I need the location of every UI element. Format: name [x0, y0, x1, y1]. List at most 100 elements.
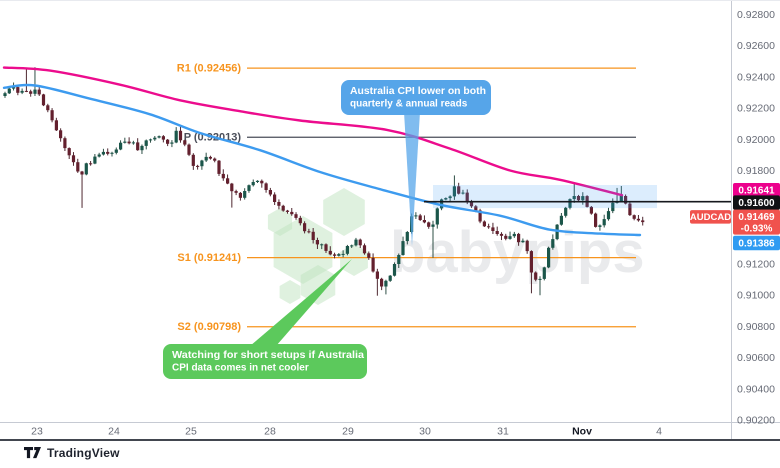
time-tick-label: 31: [497, 426, 509, 438]
callout-annotations[interactable]: Australia CPI lower on both quarterly & a…: [163, 80, 491, 379]
candle-body: [148, 139, 153, 141]
last-tag-value: 0.91469: [738, 212, 775, 223]
callout-bubble: [341, 80, 491, 115]
candle-body: [16, 87, 20, 93]
candle-body: [187, 144, 191, 155]
candle-body: [564, 207, 568, 216]
candle-body: [63, 138, 67, 149]
highlight-zone[interactable]: [433, 185, 657, 209]
candle-body: [226, 178, 230, 184]
candle-body: [358, 239, 362, 246]
candle-body: [24, 90, 28, 92]
candle-body: [217, 160, 221, 174]
candle-body: [80, 171, 84, 175]
ma-blue-tag-value: 0.91386: [738, 239, 775, 250]
candle-body: [285, 210, 290, 212]
hexagon-logo-shape: [323, 188, 365, 236]
candle-body: [174, 130, 178, 143]
candle-body: [367, 253, 371, 258]
candle-body: [200, 160, 204, 167]
candle-body: [46, 105, 50, 111]
candle-body: [354, 239, 358, 246]
candle-body: [157, 136, 161, 138]
candle-body: [345, 246, 349, 254]
callout-short-setup[interactable]: Watching for short setups if Australia CP…: [163, 259, 367, 379]
candle-body: [444, 198, 448, 200]
candle-body: [328, 250, 332, 255]
candle-body: [303, 223, 307, 232]
candle-body: [281, 205, 285, 211]
price-tick-label: 0.92000: [737, 134, 775, 146]
candle-body: [397, 255, 401, 264]
candle-body: [213, 158, 217, 161]
candle-body: [268, 190, 272, 195]
price-tick-label: 0.90400: [737, 383, 775, 395]
candle-body: [251, 182, 255, 186]
tradingview-attribution[interactable]: TradingView: [24, 446, 120, 460]
candle-body: [559, 215, 563, 225]
symbol-badge: [690, 210, 731, 224]
callout-cpi-news[interactable]: Australia CPI lower on both quarterly & a…: [341, 80, 491, 246]
candle-body: [487, 226, 491, 228]
candle-body: [491, 227, 495, 231]
candle-body: [547, 247, 551, 268]
candle-body: [405, 232, 409, 242]
time-tick-label: 30: [419, 426, 431, 438]
candlestick-series: [3, 67, 645, 296]
candle-body: [380, 278, 384, 287]
chart-drawings[interactable]: [424, 185, 732, 209]
candle-body: [29, 91, 33, 94]
chart-axes[interactable]: 0.92800 0.92600 0.92400 0.92200 0.92000 0.918…: [0, 0, 780, 441]
candle-body: [465, 192, 469, 202]
watermark-text: babypips: [390, 220, 645, 285]
hline-tag-value: 0.91600: [738, 198, 775, 209]
candle-body: [632, 215, 636, 219]
candle-body: [525, 240, 529, 252]
candle-body: [243, 191, 247, 198]
candle-body: [114, 149, 118, 153]
candle-body: [76, 162, 80, 172]
candle-body: [59, 130, 63, 139]
last-tag: [733, 209, 780, 235]
candle-body: [84, 163, 88, 175]
candle-body: [362, 245, 367, 254]
candle-body: [238, 192, 242, 198]
candle-body: [589, 206, 593, 214]
time-tick-label: 4: [656, 426, 662, 438]
candle-body: [568, 199, 572, 208]
price-tick-label: 0.90600: [737, 352, 775, 364]
candle-body: [478, 210, 482, 222]
candle-body: [37, 89, 41, 95]
time-tick-label: 24: [108, 426, 120, 438]
candle-body: [606, 211, 611, 220]
symbol-badge-text: AUDCAD: [690, 212, 731, 223]
candle-body: [341, 253, 345, 255]
candle-body: [161, 136, 165, 140]
candle-body: [414, 215, 418, 217]
candle-body: [170, 142, 174, 144]
price-tick-label: 0.92800: [737, 9, 775, 21]
candle-body: [234, 191, 238, 193]
candle-body: [435, 208, 439, 225]
candle-body: [534, 272, 538, 280]
candle-body: [594, 213, 598, 227]
candle-body: [54, 120, 58, 131]
price-tick-label: 0.92600: [737, 40, 775, 52]
candle-body: [469, 201, 474, 207]
candle-body: [255, 180, 260, 182]
hexagon-logo-shape: [279, 280, 301, 304]
ma-pink-tag: [733, 183, 780, 198]
candle-body: [131, 142, 135, 144]
candle-body: [144, 140, 148, 146]
candle-body: [392, 264, 397, 276]
candle-body: [41, 94, 46, 106]
candle-body: [619, 196, 623, 202]
candle-body: [337, 254, 341, 256]
hexagon-logo-shape: [267, 208, 293, 236]
candle-body: [401, 241, 405, 255]
level-label-S1: S1 (0.91241): [177, 252, 241, 264]
candle-body: [12, 87, 16, 89]
candle-body: [636, 218, 640, 221]
